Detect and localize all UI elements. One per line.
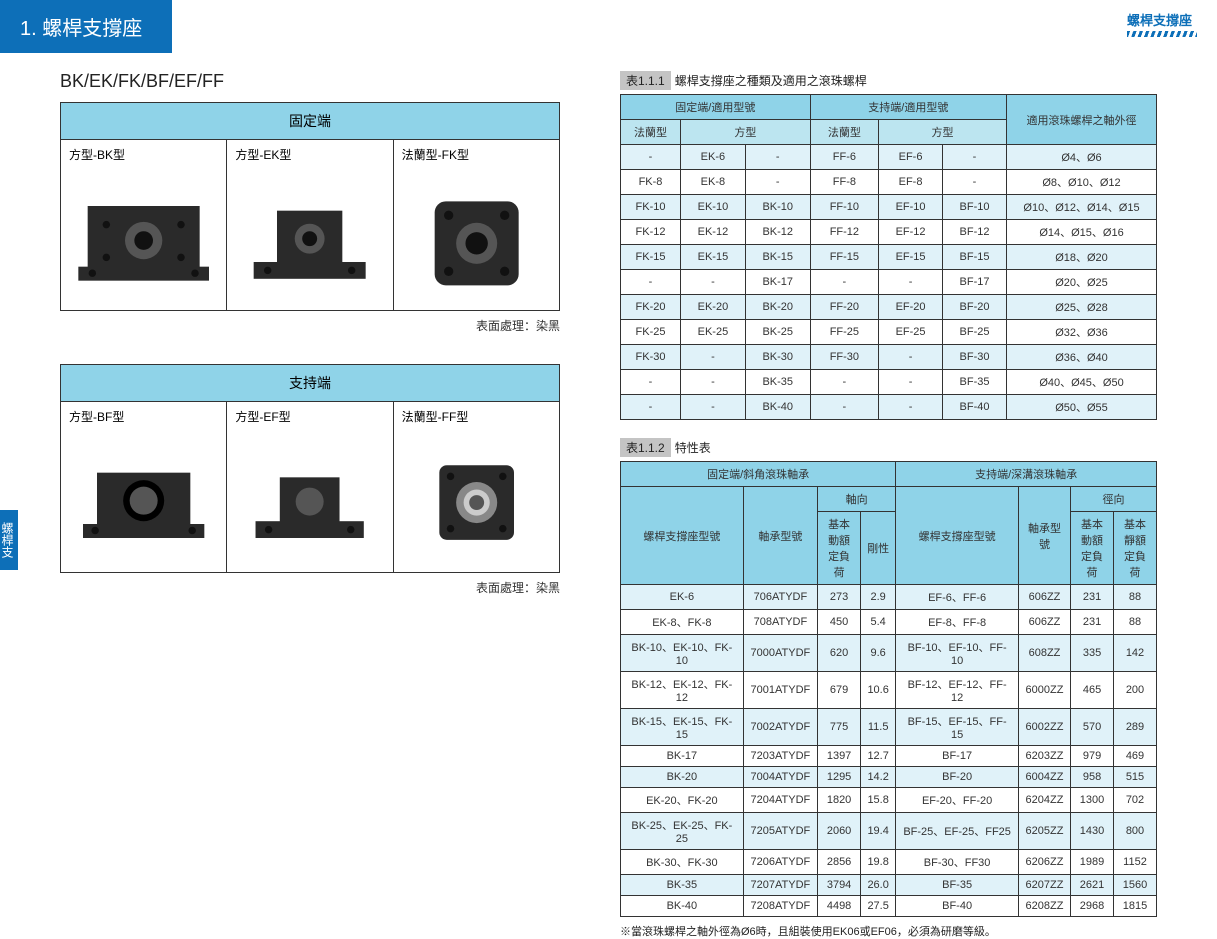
table2-caption: 表1.1.2特性表 (620, 438, 1157, 457)
fixed-end-header: 固定端 (61, 103, 559, 140)
table-row: FK-15EK-15BK-15FF-15EF-15BF-15Ø18、Ø20 (621, 245, 1157, 270)
table-row: FK-25EK-25BK-25FF-25EF-25BF-25Ø32、Ø36 (621, 320, 1157, 345)
table-row: EK-6706ATYDF2732.9EF-6、FF-6606ZZ23188 (621, 585, 1157, 610)
table-row: FK-12EK-12BK-12FF-12EF-12BF-12Ø14、Ø15、Ø1… (621, 220, 1157, 245)
table-row: BK-357207ATYDF379426.0BF-356207ZZ2621156… (621, 875, 1157, 896)
product-cell: 法蘭型-FF型 (394, 402, 559, 572)
product-cell: 方型-EF型 (227, 402, 393, 572)
table-row: BK-25、EK-25、FK-257205ATYDF206019.4BF-25、… (621, 813, 1157, 850)
table-row: BK-12、EK-12、FK-127001ATYDF67910.6BF-12、E… (621, 672, 1157, 709)
table2: 固定端/斜角滾珠軸承 支持端/深溝滾珠軸承 螺桿支撐座型號 軸承型號 軸向 螺桿… (620, 461, 1157, 917)
section-label: 螺桿支撐座 (1127, 10, 1197, 37)
product-label: 方型-BK型 (69, 146, 218, 163)
table-row: EK-8、FK-8708ATYDF4505.4EF-8、FF-8606ZZ231… (621, 610, 1157, 635)
table-row: BK-407208ATYDF449827.5BF-406208ZZ2968181… (621, 896, 1157, 917)
support-end-header: 支持端 (61, 365, 559, 402)
table-row: -EK-6-FF-6EF-6-Ø4、Ø6 (621, 145, 1157, 170)
table-row: BK-15、EK-15、FK-157002ATYDF77511.5BF-15、E… (621, 709, 1157, 746)
bottom-note: ※當滾珠螺桿之軸外徑為Ø6時，且組裝使用EK06或EF06，必須為研磨等級。 (620, 923, 1157, 939)
product-label: 法蘭型-FF型 (402, 408, 551, 425)
table-row: --BK-35--BF-35Ø40、Ø45、Ø50 (621, 370, 1157, 395)
surface-note: 表面處理：染黑 (60, 317, 560, 334)
product-label: 法蘭型-FK型 (402, 146, 551, 163)
table-row: FK-20EK-20BK-20FF-20EF-20BF-20Ø25、Ø28 (621, 295, 1157, 320)
fixed-end-box: 固定端 方型-BK型方型-EK型 法蘭型-FK型 (60, 102, 560, 311)
decoration-hatch (1127, 31, 1197, 37)
subtitle: BK/EK/FK/BF/EF/FF (60, 71, 560, 92)
page-title: 1. 螺桿支撐座 (0, 0, 172, 53)
table1-caption: 表1.1.1螺桿支撐座之種類及適用之滾珠螺桿 (620, 71, 1157, 90)
product-cell: 方型-BK型 (61, 140, 227, 310)
table1: 固定端/適用型號 支持端/適用型號 適用滾珠螺桿之軸外徑 法蘭型 方型 法蘭型 … (620, 94, 1157, 420)
product-label: 方型-EK型 (235, 146, 384, 163)
table-row: FK-30-BK-30FF-30-BF-30Ø36、Ø40 (621, 345, 1157, 370)
table-row: FK-10EK-10BK-10FF-10EF-10BF-10Ø10、Ø12、Ø1… (621, 195, 1157, 220)
side-tab: 螺桿支撐座 (0, 510, 18, 570)
table-row: BK-207004ATYDF129514.2BF-206004ZZ958515 (621, 767, 1157, 788)
table-row: BK-177203ATYDF139712.7BF-176203ZZ979469 (621, 746, 1157, 767)
product-label: 方型-EF型 (235, 408, 384, 425)
table-row: FK-8EK-8-FF-8EF-8-Ø8、Ø10、Ø12 (621, 170, 1157, 195)
table-row: BK-10、EK-10、FK-107000ATYDF6209.6BF-10、EF… (621, 635, 1157, 672)
surface-note: 表面處理：染黑 (60, 579, 560, 596)
table-row: --BK-40--BF-40Ø50、Ø55 (621, 395, 1157, 420)
product-cell: 方型-EK型 (227, 140, 393, 310)
product-cell: 方型-BF型 (61, 402, 227, 572)
table-row: BK-30、FK-307206ATYDF285619.8BF-30、FF3062… (621, 850, 1157, 875)
support-end-box: 支持端 方型-BF型方型-EF型 法蘭型-FF型 (60, 364, 560, 573)
table-row: --BK-17--BF-17Ø20、Ø25 (621, 270, 1157, 295)
table-row: EK-20、FK-207204ATYDF182015.8EF-20、FF-206… (621, 788, 1157, 813)
product-label: 方型-BF型 (69, 408, 218, 425)
product-cell: 法蘭型-FK型 (394, 140, 559, 310)
